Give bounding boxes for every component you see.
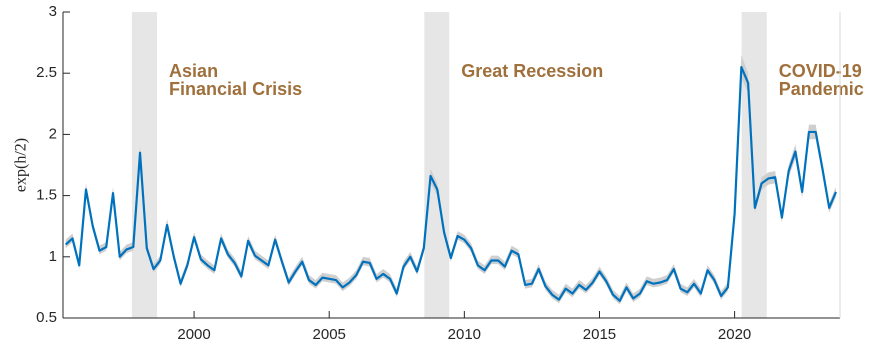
annotation: Asian: [169, 61, 218, 81]
y-tick-label: 1.5: [36, 187, 57, 204]
x-tick-label: 2005: [313, 326, 346, 343]
x-tick-label: 2010: [448, 326, 481, 343]
shaded-period: [741, 12, 767, 318]
x-tick-label: 2020: [718, 326, 751, 343]
y-axis-label: exp(h/2): [13, 138, 30, 192]
shaded-period: [424, 12, 450, 318]
annotation: Pandemic: [779, 79, 864, 99]
x-tick-label: 2015: [583, 326, 616, 343]
y-tick-label: 2.5: [36, 64, 57, 81]
annotation: Great Recession: [461, 61, 603, 81]
annotation: COVID-19: [779, 61, 862, 81]
x-tick-label: 2000: [177, 326, 210, 343]
y-tick-label: 3: [49, 3, 57, 20]
y-tick-label: 0.5: [36, 309, 57, 326]
y-tick-label: 2: [49, 125, 57, 142]
shaded-period: [131, 12, 158, 318]
y-tick-label: 1: [49, 248, 57, 265]
series-line: [64, 65, 837, 302]
annotation: Financial Crisis: [169, 79, 302, 99]
